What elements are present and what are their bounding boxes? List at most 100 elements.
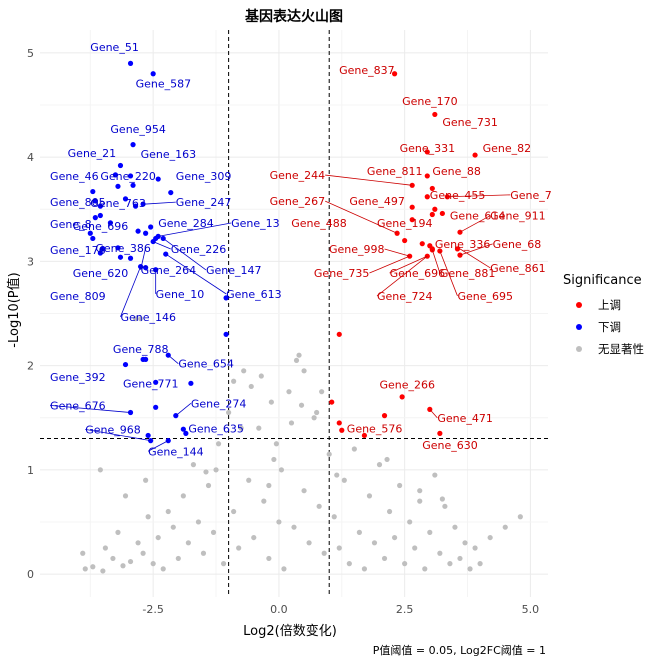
ns-point [180, 493, 186, 499]
ns-point [321, 550, 327, 556]
ns-point [205, 482, 212, 489]
down-point [92, 215, 98, 221]
label-connector [429, 409, 438, 419]
ns-point [417, 488, 423, 494]
legend-label-up: 上调 [598, 298, 621, 312]
down-point [145, 432, 151, 439]
gene-label: Gene_386 [95, 242, 151, 255]
gene-label: Gene_809 [50, 290, 106, 303]
gene-label: Gene_247 [176, 196, 232, 209]
ns-point [422, 566, 428, 572]
gene-label: Gene_587 [136, 77, 192, 90]
gene-label: Gene_696 [390, 267, 446, 280]
up-point [432, 206, 438, 212]
chart-title: 基因表达火山图 [245, 8, 343, 25]
gene-label: Gene_82 [483, 142, 532, 155]
ns-point [412, 545, 418, 551]
gene-label: Gene_630 [422, 439, 478, 452]
ns-point [331, 514, 337, 520]
ns-point [226, 409, 232, 416]
ns-point [341, 477, 347, 483]
up-point [381, 413, 388, 419]
ns-point [432, 472, 438, 478]
ns-point [97, 467, 103, 473]
label-connector [50, 404, 131, 413]
gene-label: Gene_614 [450, 210, 506, 223]
gene-label: Gene_635 [188, 422, 244, 435]
down-point [148, 224, 154, 230]
label-connector [459, 248, 491, 269]
ns-point [200, 550, 207, 556]
ns-point [266, 555, 272, 562]
threshold-lines [40, 30, 548, 597]
ns-point [231, 508, 237, 515]
ns-point [135, 540, 141, 546]
gene-label: Gene_68 [493, 238, 542, 251]
ns-point [215, 441, 222, 447]
legend-label-down: 下调 [598, 320, 621, 334]
ns-point [293, 357, 300, 364]
ns-point [127, 558, 134, 565]
down-point [115, 183, 121, 189]
ns-point [417, 498, 423, 504]
gene-label: Gene_881 [440, 267, 496, 280]
up-point [329, 399, 335, 405]
ns-point [170, 524, 176, 530]
ns-point [236, 545, 242, 551]
ns-point [110, 555, 116, 562]
ns-point [238, 425, 244, 431]
ns-point [261, 498, 267, 504]
down-point [90, 235, 96, 242]
up-point [437, 430, 443, 436]
ns-point [273, 441, 279, 447]
down-point [130, 142, 136, 148]
ns-point [268, 399, 274, 405]
x-axis-ticks: -2.5 0.0 2.5 5.0 [142, 603, 539, 616]
ns-point [291, 524, 297, 530]
ns-point [137, 316, 144, 322]
gene-label: Gene_471 [437, 412, 493, 425]
gene-label: Gene_954 [110, 123, 166, 136]
x-tick-label: 5.0 [522, 603, 540, 616]
ns-point [361, 566, 368, 572]
ns-point [150, 561, 156, 567]
ns-point [314, 409, 320, 416]
gene-label: Gene_613 [226, 288, 282, 301]
down-point [112, 172, 119, 178]
down-point [153, 235, 159, 242]
gene-label: Gene_46 [50, 170, 99, 183]
ns-point [145, 514, 151, 520]
label-connector [325, 174, 413, 186]
ns-point [256, 425, 262, 431]
up-point [437, 248, 443, 254]
ns-points [80, 316, 523, 574]
label-connector [459, 243, 493, 256]
down-point [97, 250, 103, 256]
ns-point [397, 482, 403, 489]
ns-point [286, 389, 292, 395]
label-connector [153, 241, 171, 250]
gene-label: Gene_861 [490, 262, 546, 275]
up-point [402, 237, 408, 244]
gene-label: Gene_968 [85, 423, 141, 436]
label-connector [165, 253, 227, 295]
label-connector [85, 428, 151, 442]
ns-point [442, 503, 448, 509]
down-point [130, 182, 136, 188]
y-tick-label: 4 [27, 151, 34, 164]
ns-point [316, 503, 322, 509]
gene-label: Gene_576 [347, 422, 403, 435]
down-point [150, 71, 156, 77]
ns-point [452, 524, 458, 530]
gene-label: Gene_144 [148, 445, 204, 458]
y-tick-label: 0 [27, 568, 34, 581]
label-connector [384, 248, 410, 257]
gene-label: Gene_735 [314, 267, 370, 280]
gene-label: Gene_266 [380, 379, 436, 392]
ns-point [102, 545, 108, 551]
ns-point [132, 316, 139, 322]
up-point [472, 152, 478, 158]
gene-label: Gene_147 [206, 264, 262, 277]
ns-point [288, 420, 295, 426]
down-point [127, 173, 134, 179]
